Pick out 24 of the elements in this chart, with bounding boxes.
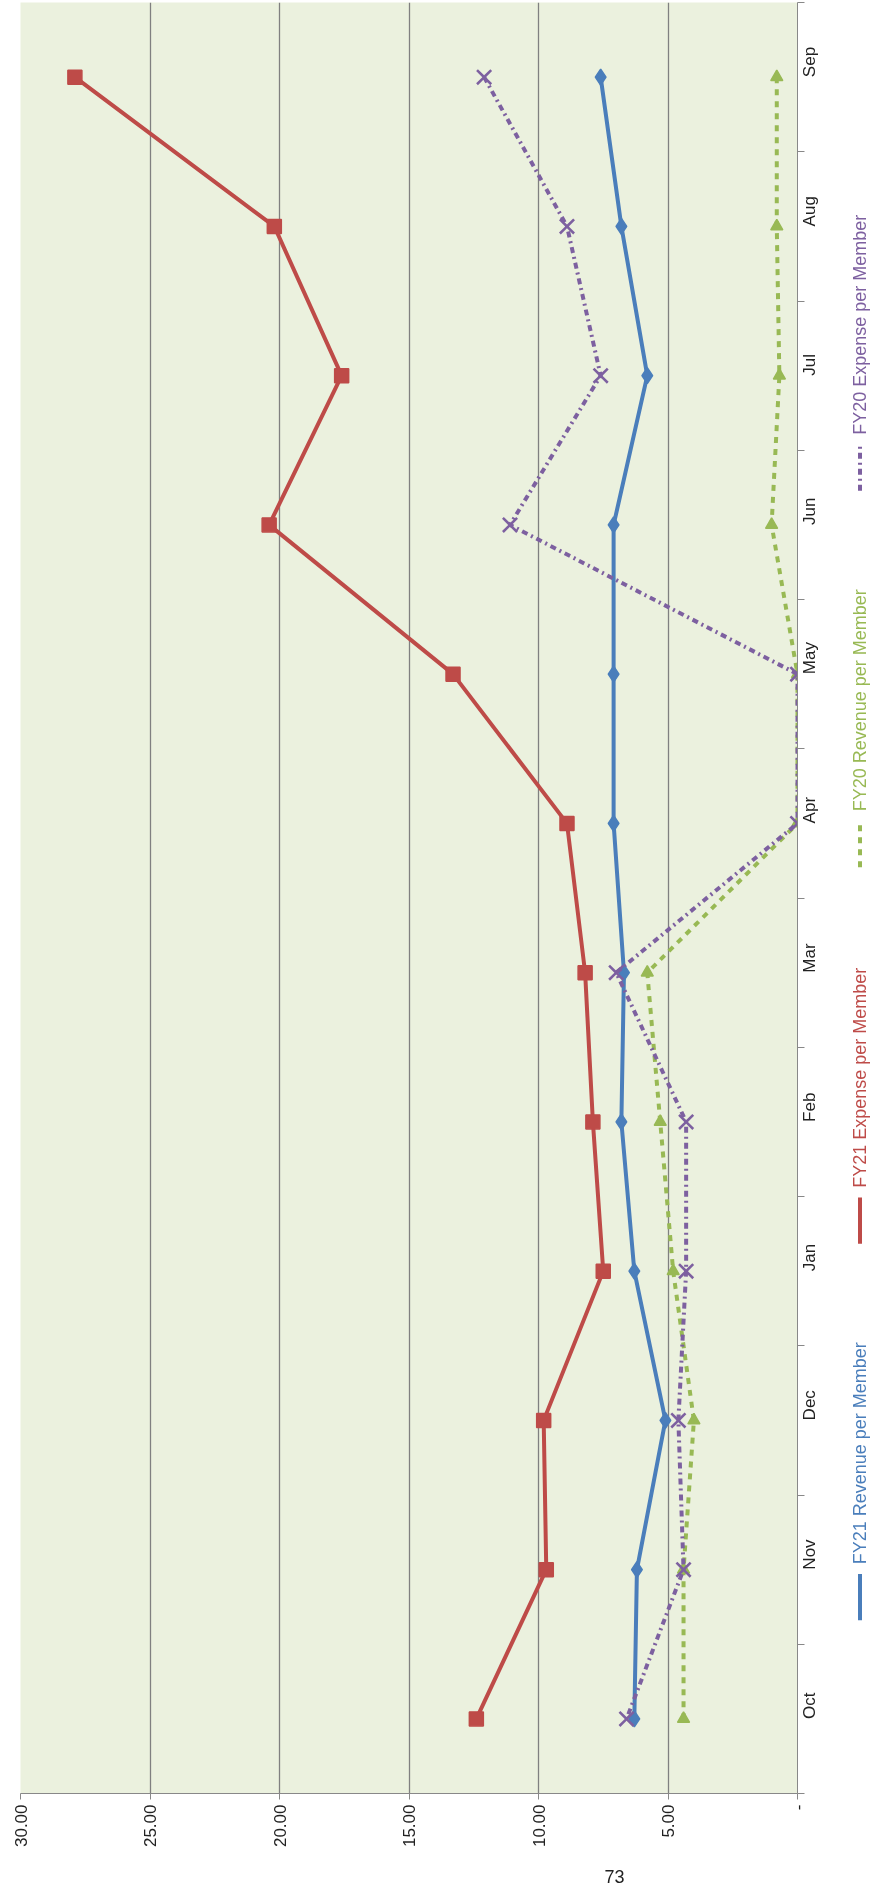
- y-tick-label: Sep: [800, 46, 819, 78]
- text: FY21 Revenue per Member: [850, 1342, 870, 1565]
- y-tick-label: Aug: [800, 196, 819, 227]
- y-tick-label: May: [800, 641, 819, 675]
- text: FY20 Revenue per Member: [850, 589, 870, 812]
- x-tick-label: 10.00: [529, 1804, 549, 1848]
- y-tick-label: Mar: [800, 943, 819, 973]
- text: FY20 Expense per Member: [850, 214, 870, 435]
- x-tick-label: 20.00: [270, 1804, 290, 1848]
- y-tick-label: Feb: [800, 1092, 819, 1122]
- y-tick-label: Oct: [800, 1692, 819, 1719]
- x-tick-label: 25.00: [141, 1804, 160, 1848]
- y-tick-label: Apr: [800, 796, 819, 824]
- y-tick-label: Dec: [800, 1389, 819, 1421]
- text: FY21 Expense per Member: [850, 967, 870, 1188]
- y-tick-label: Nov: [800, 1538, 819, 1570]
- y-tick-label: Jan: [800, 1243, 819, 1272]
- x-tick-label: -: [788, 1804, 808, 1811]
- text: 73: [604, 1866, 625, 1889]
- x-tick-label: 15.00: [400, 1804, 419, 1848]
- x-tick-label: 30.00: [11, 1804, 31, 1848]
- x-tick-label: 5.00: [659, 1804, 678, 1838]
- y-tick-label: Jul: [800, 353, 819, 376]
- y-tick-label: Jun: [800, 497, 819, 525]
